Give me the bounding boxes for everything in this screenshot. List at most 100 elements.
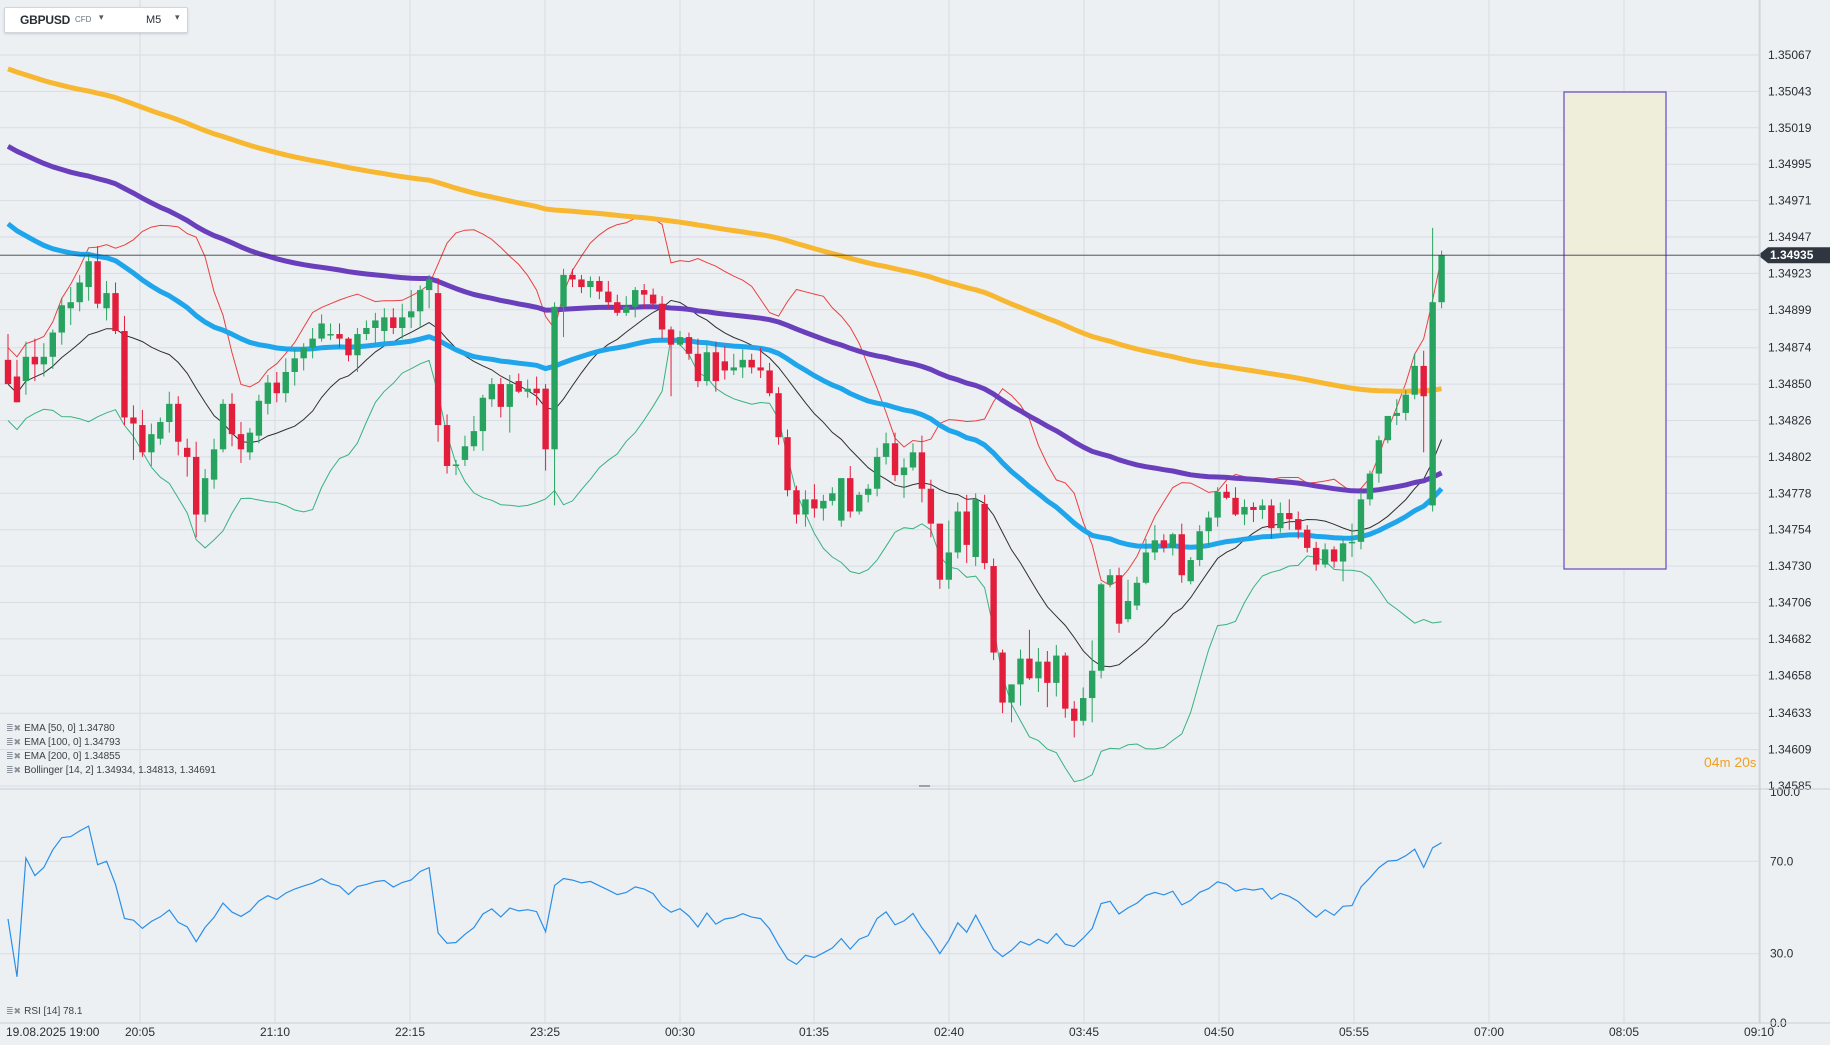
candle-body — [990, 566, 997, 653]
legend-settings-icon[interactable]: ≣✖ — [6, 751, 22, 761]
candle-body — [58, 305, 65, 333]
candle-body — [963, 511, 970, 545]
candle-body — [40, 356, 48, 365]
time-tick-label: 00:30 — [665, 1025, 695, 1039]
legend-rsi[interactable]: ≣✖ RSI [14] 78.1 — [6, 1006, 82, 1017]
time-tick-label: 22:15 — [395, 1025, 425, 1039]
candle-body — [94, 261, 101, 304]
candle-body — [918, 452, 926, 489]
time-tick-label: 08:05 — [1609, 1025, 1639, 1039]
candle-countdown: 04m 20s — [1704, 754, 1756, 770]
candle-body — [766, 370, 773, 394]
legend-ema100-label: EMA [100, 0] 1.34793 — [24, 737, 121, 748]
timeframe-selector[interactable]: M5 — [146, 14, 162, 26]
candle-body — [103, 293, 110, 309]
candle-body — [166, 403, 173, 423]
legend-settings-icon[interactable]: ≣✖ — [6, 1006, 22, 1016]
candle-body — [1106, 575, 1114, 585]
candle-body — [578, 279, 585, 288]
candle-body — [1205, 517, 1212, 532]
candle-body — [972, 499, 979, 557]
candle-body — [927, 488, 935, 524]
symbol-name[interactable]: GBPUSD — [20, 13, 71, 27]
candle-body — [1133, 582, 1141, 606]
candle-body — [1348, 541, 1356, 544]
candle-body — [1268, 505, 1275, 529]
price-tick-label: 1.34923 — [1768, 266, 1812, 280]
candle-body — [694, 353, 702, 382]
candle-body — [1178, 534, 1185, 576]
countdown-minutes: 04 — [1704, 754, 1720, 770]
candle-body — [1169, 534, 1176, 548]
candle-body — [336, 334, 343, 339]
candle-body — [219, 403, 227, 450]
candle-body — [811, 499, 818, 509]
time-tick-label: 05:55 — [1339, 1025, 1369, 1039]
legend-ema200[interactable]: ≣✖ EMA [200, 0] 1.34855 — [6, 751, 120, 762]
candle-body — [291, 358, 298, 372]
candle-body — [614, 302, 621, 313]
rsi-line — [7, 825, 1442, 977]
price-tick-label: 1.34971 — [1768, 194, 1812, 208]
price-tick-label: 1.34874 — [1768, 341, 1812, 355]
candlestick-series — [4, 227, 1445, 738]
legend-settings-icon[interactable]: ≣✖ — [6, 723, 22, 733]
candle-body — [1071, 708, 1078, 721]
legend-settings-icon[interactable]: ≣✖ — [6, 765, 22, 775]
price-tick-label: 1.34850 — [1768, 377, 1812, 391]
candle-body — [1008, 684, 1015, 703]
price-tick-label: 1.34947 — [1768, 230, 1812, 244]
highlight-box[interactable] — [1563, 91, 1667, 570]
candle-body — [1196, 531, 1203, 561]
bollinger-upper — [7, 216, 1443, 586]
candle-body — [1420, 365, 1427, 397]
current-price-tag — [1758, 247, 1830, 264]
candle-body — [802, 499, 809, 515]
price-tick-label: 1.34995 — [1768, 157, 1812, 171]
timeframe-dropdown-icon[interactable]: ▾ — [175, 12, 180, 22]
candle-body — [237, 434, 245, 450]
candle-body — [175, 403, 182, 442]
candle-body — [381, 317, 388, 332]
candle-body — [820, 500, 827, 509]
candle-body — [479, 397, 487, 432]
candle-body — [1115, 575, 1123, 624]
candle-body — [452, 464, 460, 466]
time-tick-label: 20:05 — [125, 1025, 155, 1039]
candle-body — [775, 393, 782, 438]
legend-bollinger[interactable]: ≣✖ Bollinger [14, 2] 1.34934, 1.34813, 1.… — [6, 765, 216, 776]
candle-body — [649, 294, 657, 304]
candle-body — [587, 280, 594, 288]
candle-body — [1017, 658, 1024, 685]
candle-body — [22, 356, 30, 382]
candle-body — [793, 490, 800, 515]
candle-body — [605, 291, 612, 303]
symbol-dropdown-icon[interactable]: ▾ — [99, 12, 104, 22]
price-tick-label: 1.34658 — [1768, 668, 1812, 682]
legend-settings-icon[interactable]: ≣✖ — [6, 737, 22, 747]
candle-body — [730, 367, 737, 371]
bollinger-lower — [7, 337, 1442, 783]
candle-body — [856, 494, 863, 512]
legend-ema50[interactable]: ≣✖ EMA [50, 0] 1.34780 — [6, 723, 115, 734]
candle-body — [76, 282, 83, 303]
legend-ema100[interactable]: ≣✖ EMA [100, 0] 1.34793 — [6, 737, 120, 748]
ema200-line — [7, 66, 1442, 394]
time-tick-label: 07:00 — [1474, 1025, 1504, 1039]
candle-body — [1062, 655, 1069, 709]
candle-body — [1026, 658, 1033, 679]
candle-body — [309, 338, 316, 348]
candle-body — [85, 261, 92, 288]
candle-body — [712, 352, 720, 382]
candle-body — [1339, 543, 1347, 562]
symbol-toolbar[interactable]: GBPUSD CFD ▾ M5 ▾ — [4, 7, 188, 33]
candle-body — [873, 456, 881, 489]
candle-body — [148, 434, 155, 453]
candle-body — [515, 381, 522, 392]
candle-body — [1088, 670, 1096, 699]
time-tick-label: 03:45 — [1069, 1025, 1099, 1039]
candle-body — [1277, 513, 1284, 529]
candle-body — [228, 403, 236, 435]
countdown-minutes-unit: m — [1719, 755, 1731, 770]
